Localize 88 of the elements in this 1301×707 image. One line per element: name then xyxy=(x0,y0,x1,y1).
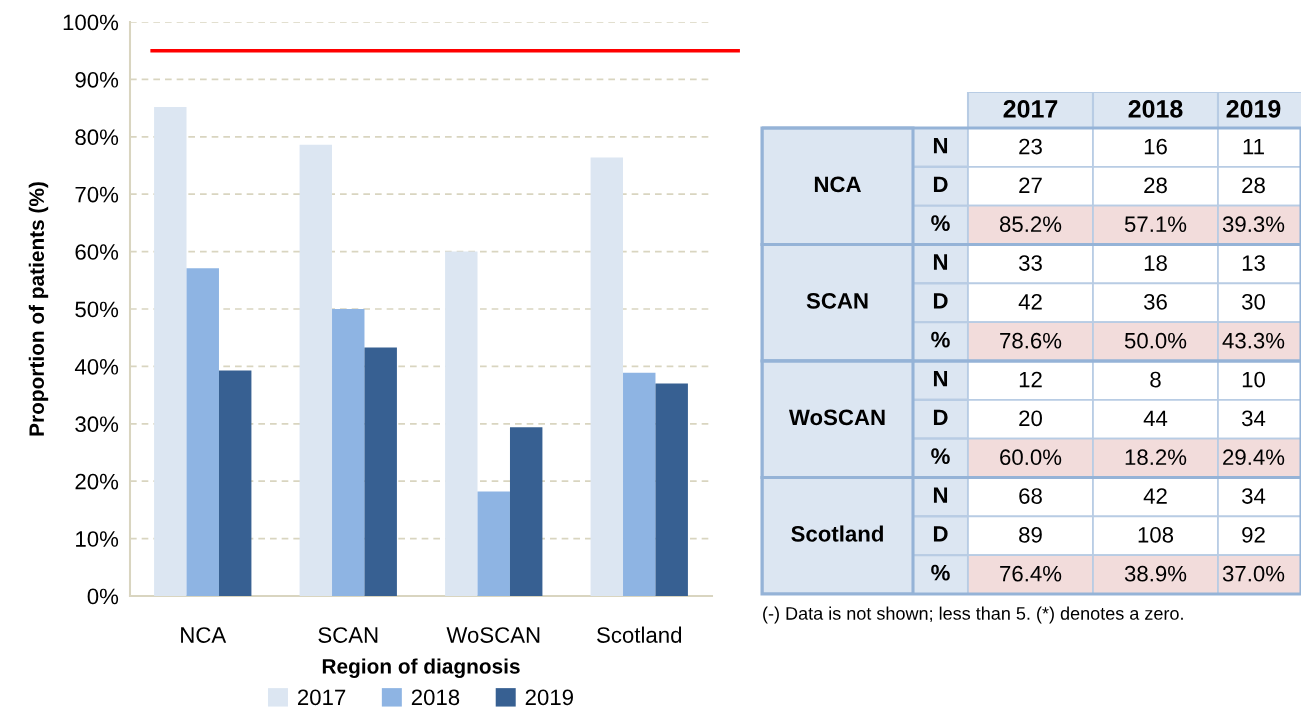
bar xyxy=(299,144,333,596)
text: 108 xyxy=(1138,526,1174,543)
bar xyxy=(477,491,510,596)
category-label: SCAN xyxy=(806,292,868,309)
legend-label: 2018 xyxy=(411,689,460,706)
y-axis-title: Proportion of patients (%) xyxy=(28,182,49,436)
legend-label: 2019 xyxy=(525,689,573,706)
text: 39.3% xyxy=(1222,216,1285,233)
x-tick-label: WoSCAN xyxy=(446,627,540,643)
text: 76.4% xyxy=(1000,565,1062,582)
category-label: D xyxy=(933,526,948,542)
text: 33 xyxy=(1018,255,1042,271)
y-tick-label: 0% xyxy=(87,588,119,605)
text: 43.3% xyxy=(1222,332,1285,349)
category-label: 2018 xyxy=(1128,100,1183,118)
category-label: % xyxy=(931,331,950,348)
text: 11 xyxy=(1243,138,1264,155)
bar xyxy=(623,372,656,596)
category-label: N xyxy=(933,370,948,387)
text: 38.9% xyxy=(1124,565,1187,582)
text: 42 xyxy=(1018,293,1042,310)
y-tick-label: 80% xyxy=(75,129,119,146)
text: 89 xyxy=(1019,526,1042,543)
y-tick-label: 30% xyxy=(75,416,119,433)
bar xyxy=(655,383,688,596)
text: 57.1% xyxy=(1124,216,1187,233)
text: 34 xyxy=(1241,410,1266,427)
x-axis-title: Region of diagnosis xyxy=(322,658,520,678)
text: 29.4% xyxy=(1223,449,1285,466)
text: 68 xyxy=(1019,488,1042,504)
text: 20 xyxy=(1019,410,1042,427)
y-tick-label: 50% xyxy=(75,301,119,318)
category-label: N xyxy=(933,487,948,503)
text: 18 xyxy=(1144,255,1167,271)
text: 44 xyxy=(1143,410,1168,426)
y-tick-label: 100% xyxy=(63,14,119,31)
category-label: 2017 xyxy=(1003,100,1058,118)
bar xyxy=(332,309,365,596)
text: (-) Data is not shown; less than 5. (*) denotes a zero. xyxy=(763,606,1183,624)
text: 60.0% xyxy=(1000,449,1062,466)
category-label: N xyxy=(933,137,948,154)
text: 10 xyxy=(1242,371,1265,388)
category-label: D xyxy=(933,293,948,309)
text: 23 xyxy=(1019,138,1042,155)
y-tick-label: 10% xyxy=(76,531,119,547)
category-label: % xyxy=(931,448,950,464)
text: 85.2% xyxy=(999,216,1062,233)
text: 78.6% xyxy=(1000,332,1062,349)
category-label: D xyxy=(933,409,948,425)
bar xyxy=(186,268,219,596)
category-label: N xyxy=(933,254,948,270)
text: 50.0% xyxy=(1124,332,1187,349)
text: 37.0% xyxy=(1222,565,1285,582)
y-tick-label: 20% xyxy=(75,473,119,490)
text: 8 xyxy=(1150,371,1161,388)
legend-label: 2017 xyxy=(297,689,346,706)
bar xyxy=(218,370,252,596)
category-label: NCA xyxy=(814,176,861,193)
category-label: Scotland xyxy=(791,525,883,542)
text: 42 xyxy=(1143,488,1167,504)
x-tick-label: Scotland xyxy=(597,626,682,643)
text: 27 xyxy=(1019,177,1042,193)
category-label: % xyxy=(931,564,950,581)
y-tick-label: 40% xyxy=(74,358,119,375)
text: 16 xyxy=(1144,138,1167,155)
bar xyxy=(509,427,543,596)
text: 28 xyxy=(1242,177,1265,194)
text: 34 xyxy=(1241,488,1266,504)
text: 12 xyxy=(1019,371,1042,388)
text: 18.2% xyxy=(1125,449,1187,466)
text: 92 xyxy=(1242,526,1265,543)
bar xyxy=(590,157,624,596)
category-label: % xyxy=(931,215,950,231)
x-tick-label: SCAN xyxy=(318,627,378,643)
bar xyxy=(154,106,187,596)
category-label: 2019 xyxy=(1226,100,1281,118)
text: 30 xyxy=(1241,293,1265,310)
bar xyxy=(445,251,478,596)
y-tick-label: 90% xyxy=(75,71,119,88)
bar xyxy=(364,347,397,596)
text: 28 xyxy=(1144,177,1167,194)
text: 13 xyxy=(1242,255,1265,271)
y-tick-label: 60% xyxy=(75,244,119,260)
category-label: WoSCAN xyxy=(788,409,885,426)
category-label: D xyxy=(933,176,948,192)
text: 36 xyxy=(1143,293,1167,310)
x-tick-label: NCA xyxy=(181,627,227,643)
y-tick-label: 70% xyxy=(75,186,119,203)
